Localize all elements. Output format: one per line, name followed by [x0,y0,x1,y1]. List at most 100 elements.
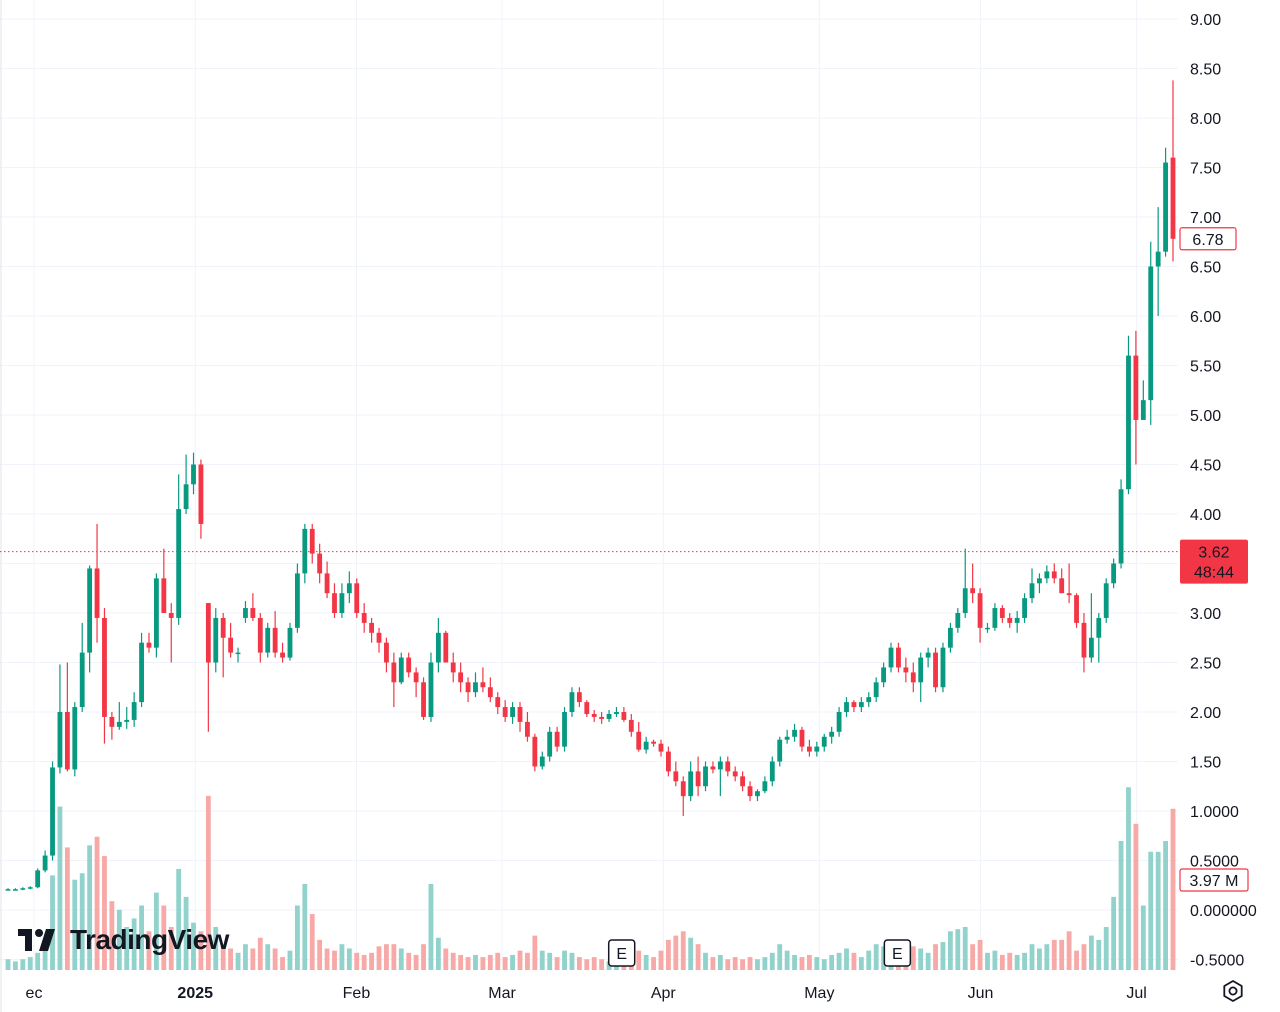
candle-body [784,736,790,740]
candle-body [725,761,731,772]
current-price-badge [1179,227,1237,251]
candle-body [250,608,256,618]
volume-bar [161,905,167,970]
candle-body [599,716,605,719]
candle-body [1074,595,1079,623]
volume-bar [302,884,308,970]
candle-body [1007,617,1013,623]
volume-bar [584,959,590,970]
candle-body [584,702,590,714]
volume-bar [421,944,426,970]
volume-bar [205,795,211,970]
volume-bar [102,856,107,970]
volume-bar [213,927,219,970]
candle-body [1096,617,1102,638]
candle-body [955,613,961,628]
volume-bar [703,952,708,970]
candle-body [280,652,285,658]
time-tick-label: Mar [488,985,516,1002]
candle-body [1140,400,1146,420]
volume-bar [502,957,508,970]
candle-body [866,697,872,703]
candle-body [1051,571,1057,579]
candle-body [205,603,211,663]
volume-bar [339,944,345,970]
candle-body [87,568,93,653]
volume-bar [858,957,864,970]
volume-bar [547,952,553,970]
volume-bar [829,954,835,970]
volume-bar [576,957,582,970]
candle-body [992,608,998,628]
volume-bar [517,950,523,970]
settings-icon[interactable] [1220,978,1246,1004]
chart-grid [0,0,1178,1012]
volume-bar [87,845,93,970]
candle-body [933,652,938,688]
volume-bar [539,950,545,970]
volume-bar [1096,939,1102,970]
volume-bar [1007,952,1013,970]
volume-bar [250,948,256,970]
volume-bar [50,875,55,970]
volume-bars [5,787,1176,970]
volume-bar [27,957,33,970]
time-tick-label: ec [26,985,43,1002]
candle-body [376,632,382,643]
volume-bar [666,939,671,970]
volume-bar [191,922,196,970]
price-tick-label: 2.50 [1190,656,1221,673]
price-tick-label: 7.00 [1190,210,1221,227]
volume-bar [406,952,412,970]
candle-body [717,761,723,770]
candle-body [614,712,619,714]
volume-bar [814,957,820,970]
volume-bar [361,954,367,970]
candle-body [346,583,352,594]
candle-body [525,721,530,737]
candle-body [925,652,931,658]
candle-body [146,642,152,648]
volume-bar [599,959,605,970]
candle-body [1118,489,1124,564]
earnings-marker[interactable] [607,939,636,967]
volume-bar [569,952,575,970]
volume-bar [131,918,137,970]
candle-body [109,716,115,727]
candle-body [1148,266,1154,401]
volume-bar [717,954,723,970]
price-axis[interactable]: 9.00 8.50 8.00 7.50 7.00 6.50 6.00 5.50 5.00 4.50… [1190,12,1257,970]
volume-bar [435,937,441,970]
time-axis[interactable]: ec 2025 Feb Mar Apr May Jun Jul [26,985,1147,1002]
candle-body [747,786,753,797]
price-tick-label: 8.50 [1190,62,1221,79]
candle-body [740,776,746,787]
candle-body [829,731,835,737]
candle-body [680,781,686,797]
earnings-marker[interactable] [883,939,912,967]
volume-bar [1103,927,1109,970]
volume-bar [220,944,226,970]
candle-body [999,608,1005,618]
volume-bar [384,944,389,970]
candle-body [257,617,263,653]
volume-bar [777,944,783,970]
volume-badge [1179,868,1249,892]
candle-body [821,736,827,747]
volume-bar [1037,948,1042,970]
candle-body [5,889,11,891]
volume-bar [784,950,790,970]
candle-body [443,632,449,663]
volume-bar [992,950,998,970]
candle-body [1126,355,1131,490]
volume-bar [695,944,701,970]
volume-bar [755,959,760,970]
candle-body [510,707,515,717]
prev-close-label: 3.62 [1198,545,1229,562]
candle-body [191,464,196,485]
volume-bar [443,948,449,970]
candle-body [272,627,278,653]
candle-body [621,712,627,720]
candle-body [755,791,760,797]
